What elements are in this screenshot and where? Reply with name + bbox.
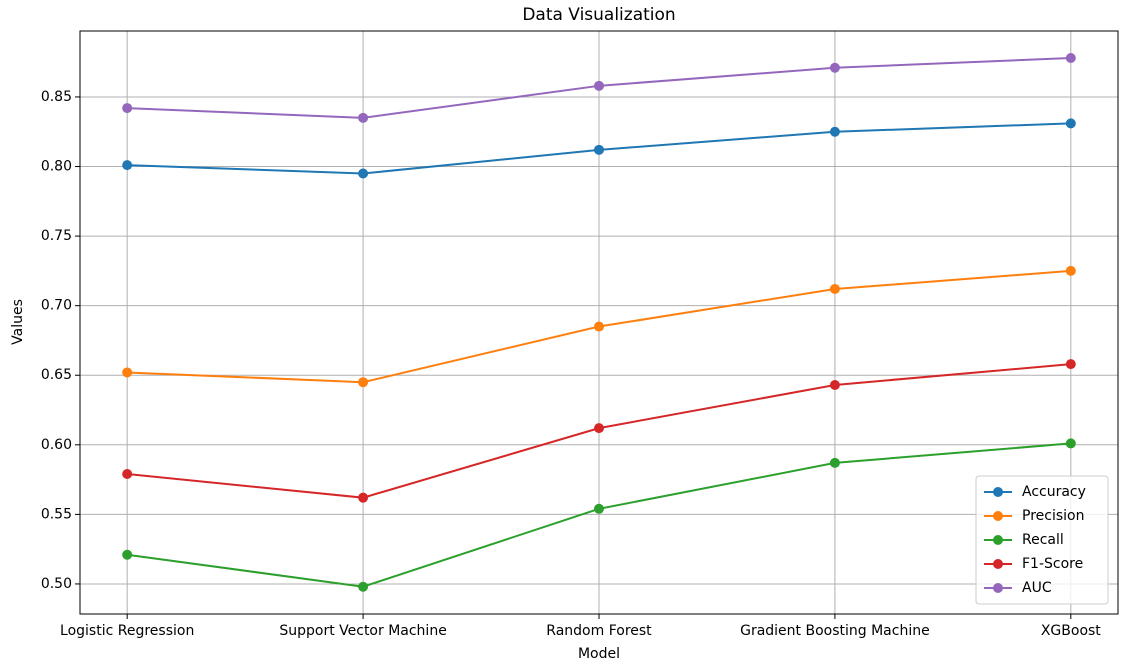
y-tick-label: 0.80 <box>41 159 72 175</box>
point <box>594 423 604 434</box>
point <box>594 503 604 514</box>
plot-frame <box>79 30 1119 615</box>
legend-marker <box>993 487 1003 497</box>
point <box>358 377 369 388</box>
x-tick-label: Logistic Regression <box>60 623 194 639</box>
point <box>829 62 840 73</box>
x-tick-label: Support Vector Machine <box>279 623 446 639</box>
y-tick-label: 0.65 <box>41 367 72 383</box>
point <box>829 126 840 137</box>
x-axis-label: Model <box>578 646 620 662</box>
y-tick-label: 0.55 <box>41 506 72 522</box>
point <box>122 367 133 378</box>
chart-title: Data Visualization <box>522 5 675 25</box>
point <box>1065 265 1076 276</box>
y-tick-label: 0.50 <box>41 576 72 592</box>
point <box>358 168 369 179</box>
point <box>1065 438 1076 449</box>
point <box>122 549 133 560</box>
point <box>1065 118 1076 129</box>
y-tick-label: 0.60 <box>41 437 72 453</box>
point <box>594 144 604 155</box>
legend-marker <box>993 535 1003 545</box>
y-axis-label: Values <box>10 299 26 345</box>
x-tick-label: XGBoost <box>1041 623 1101 639</box>
point <box>829 283 840 294</box>
legend-marker <box>993 559 1003 569</box>
point <box>594 80 604 91</box>
point <box>122 103 133 114</box>
point <box>358 581 369 592</box>
point <box>1065 359 1076 370</box>
legend-label: F1-Score <box>1022 556 1083 572</box>
legend-label: Recall <box>1022 532 1064 548</box>
legend-label: AUC <box>1022 580 1052 596</box>
legend-marker <box>993 583 1003 593</box>
legend-label: Accuracy <box>1022 484 1086 500</box>
legend-label: Precision <box>1022 508 1084 524</box>
point <box>122 160 133 171</box>
point <box>1065 52 1076 63</box>
y-tick-label: 0.85 <box>41 89 72 105</box>
legend-marker <box>993 511 1003 521</box>
x-tick-label: Random Forest <box>546 623 652 639</box>
point <box>122 469 133 480</box>
point <box>358 492 369 503</box>
y-tick-label: 0.70 <box>41 298 72 314</box>
point <box>829 379 840 390</box>
y-tick-label: 0.75 <box>41 228 72 244</box>
x-tick-label: Gradient Boosting Machine <box>740 623 930 639</box>
legend-box <box>975 475 1109 605</box>
point <box>594 321 604 332</box>
point <box>829 457 840 468</box>
point <box>358 112 369 123</box>
